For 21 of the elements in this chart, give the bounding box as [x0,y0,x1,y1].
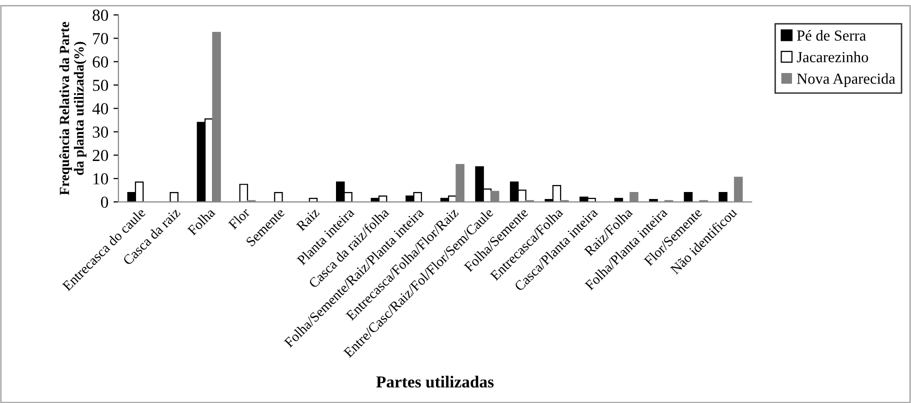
y-tick-label: 60 [92,56,108,68]
y-tick-label: 40 [92,103,108,114]
y-axis-title: Frequência Relativa da Parte da planta utilizada(%) [59,22,86,196]
legend-label: Jacarezinho [796,52,868,62]
legend-label: Pé de Serra [797,30,866,41]
bar [239,184,248,202]
bar [718,192,728,202]
y-tick-label: 50 [93,80,108,91]
legend-label: Nova Aparecida [797,73,896,87]
x-axis-title: Partes utilizadas [376,376,494,388]
y-tick-label: 10 [94,173,108,184]
y-tick-label: 0 [101,196,108,208]
bar [649,199,658,202]
x-tick-label: Raiz [296,207,320,232]
y-tick-label: 80 [92,10,108,21]
y-tick-label: 20 [92,150,108,162]
bar [170,192,178,202]
bar [684,192,693,202]
y-tick-label: 70 [93,32,108,44]
y-tick-label: 30 [92,126,108,138]
bar [274,192,283,202]
